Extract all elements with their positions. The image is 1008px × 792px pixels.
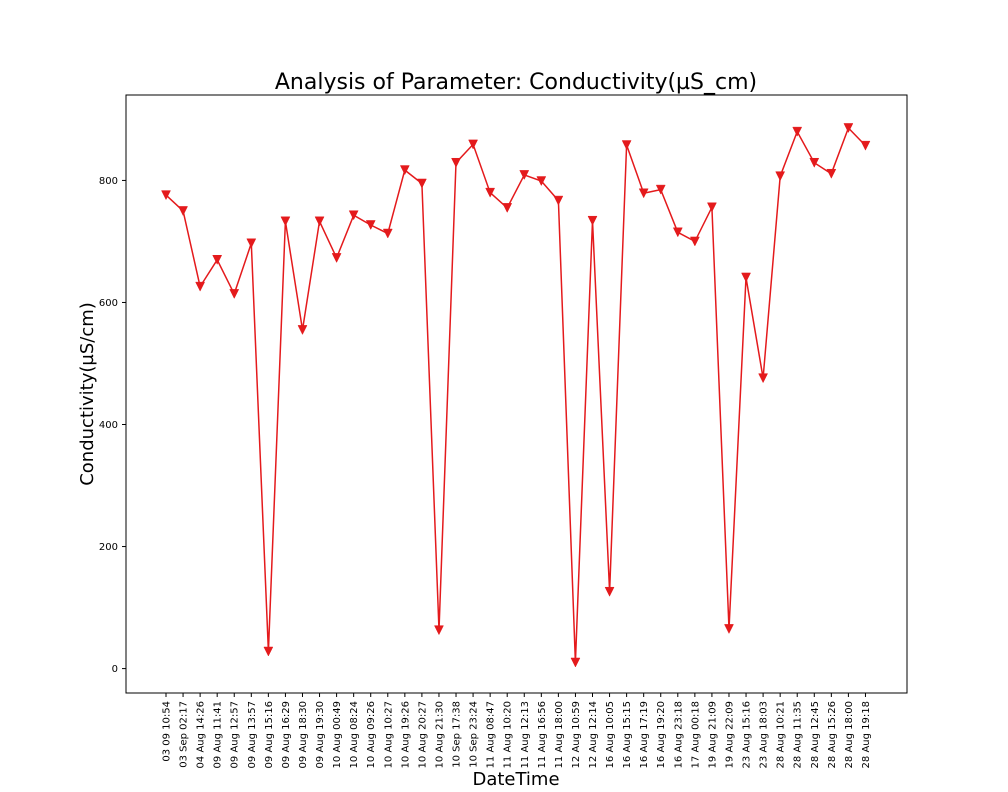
x-tick-label: 16 Aug 10:05: [605, 701, 616, 768]
data-point: [331, 253, 342, 263]
data-point: [365, 220, 376, 231]
data-point: [758, 373, 769, 384]
data-point: [212, 255, 223, 265]
data-point: [621, 140, 632, 151]
data-point: [195, 281, 206, 292]
x-tick-label: 09 Aug 13:57: [247, 701, 258, 768]
x-tick-label: 10 Aug 08:24: [349, 701, 360, 768]
data-point: [724, 624, 734, 634]
x-tick-label: 11 Aug 10:20: [503, 701, 514, 768]
y-tick-label: 800: [99, 176, 118, 187]
data-point: [843, 123, 854, 134]
data-point: [792, 126, 803, 137]
data-point: [826, 168, 837, 179]
data-point: [246, 238, 257, 249]
data-point: [519, 170, 530, 180]
data-point: [502, 203, 513, 213]
data-point: [741, 272, 751, 283]
x-tick-label: 16 Aug 17:19: [639, 701, 650, 768]
x-tick-label: 10 Aug 19:26: [400, 701, 411, 768]
x-tick-label: 16 Aug 23:18: [673, 701, 684, 768]
data-point: [263, 646, 274, 657]
data-point: [297, 325, 308, 335]
x-tick-label: 28 Aug 18:00: [844, 701, 855, 768]
x-tick-label: 28 Aug 11:35: [793, 701, 804, 768]
data-point: [280, 216, 291, 227]
x-tick-label: 17 Aug 00:18: [690, 701, 701, 768]
data-point: [860, 140, 871, 151]
x-tick-label: 10 Aug 10:27: [383, 701, 394, 768]
x-tick-label: 09 Aug 11:41: [213, 701, 224, 768]
data-point: [638, 188, 649, 199]
data-point: [178, 206, 188, 216]
x-tick-label: 11 Aug 18:00: [554, 701, 565, 768]
x-tick-label: 09 Aug 12:57: [230, 701, 241, 768]
x-tick-label: 23 Aug 18:03: [759, 701, 770, 768]
x-tick-label: 28 Aug 19:18: [861, 701, 872, 768]
x-tick-label: 04 Aug 14:26: [196, 701, 207, 768]
x-tick-label: 11 Aug 08:47: [486, 701, 497, 768]
data-point: [809, 157, 820, 168]
data-point: [587, 215, 598, 226]
data-point: [161, 190, 171, 201]
x-tick-label: 12 Aug 10:59: [571, 701, 582, 768]
data-point: [451, 157, 461, 168]
series-line: [165, 126, 867, 663]
data-point: [314, 216, 325, 227]
data-point: [399, 165, 410, 176]
data-point: [348, 210, 359, 221]
x-tick-label: 12 Aug 12:14: [588, 701, 599, 768]
x-tick-label: 16 Aug 15:15: [622, 701, 633, 768]
x-tick-label: 19 Aug 22:09: [724, 701, 735, 768]
x-tick-label: 09 Aug 19:30: [315, 701, 326, 768]
data-point: [689, 236, 700, 247]
x-tick-label: 10 Sep 23:24: [469, 701, 480, 768]
data-point: [468, 139, 478, 150]
x-tick-label: 10 Sep 17:38: [452, 701, 463, 768]
y-axis-label: Conductivity(µS/cm): [77, 302, 98, 486]
y-tick-label: 0: [112, 664, 118, 675]
x-tick-label: 09 Aug 18:30: [298, 701, 309, 768]
data-point: [775, 171, 786, 182]
x-tick-label: 16 Aug 19:20: [656, 701, 667, 768]
data-point: [570, 657, 581, 668]
x-tick-label: 10 Aug 09:26: [366, 701, 377, 768]
x-tick-label: 28 Aug 10:21: [776, 701, 787, 768]
y-tick-label: 600: [99, 298, 118, 309]
x-tick-label: 10 Aug 00:49: [332, 701, 343, 768]
x-axis-label: DateTime: [472, 769, 559, 790]
data-point: [672, 227, 683, 238]
x-tick-label: 10 Aug 20:27: [417, 701, 428, 768]
x-tick-label: 11 Aug 16:56: [537, 701, 548, 768]
x-tick-label: 10 Aug 21:30: [434, 701, 445, 768]
data-point: [434, 625, 444, 636]
x-tick-label: 23 Aug 15:16: [742, 701, 753, 768]
data-point: [416, 178, 427, 189]
x-tick-label: 09 Aug 15:16: [264, 701, 275, 768]
plot-layer: 0 200 400 600 800 03 09 10:54 03 Sep 02:17 04 A…: [99, 123, 872, 768]
data-point: [229, 289, 240, 299]
chart-title: Analysis of Parameter: Conductivity(µS_c…: [275, 70, 757, 95]
x-tick-label: 03 Sep 02:17: [179, 701, 190, 768]
data-point: [553, 195, 564, 206]
x-tick-label: 11 Aug 12:13: [520, 701, 531, 768]
data-point: [707, 202, 717, 213]
data-point: [382, 228, 393, 239]
y-tick-label: 200: [99, 542, 118, 553]
x-tick-label: 28 Aug 15:26: [827, 701, 838, 768]
x-tick-label: 09 Aug 16:29: [281, 701, 292, 768]
data-point: [604, 586, 615, 597]
x-tick-label: 19 Aug 21:09: [707, 701, 718, 768]
data-point: [485, 187, 496, 198]
data-point: [536, 176, 547, 187]
x-tick-label: 03 09 10:54: [162, 701, 173, 762]
data-point: [655, 184, 666, 195]
x-tick-label: 28 Aug 12:45: [810, 701, 821, 768]
y-tick-label: 400: [99, 420, 118, 431]
plot-frame: [125, 94, 908, 694]
